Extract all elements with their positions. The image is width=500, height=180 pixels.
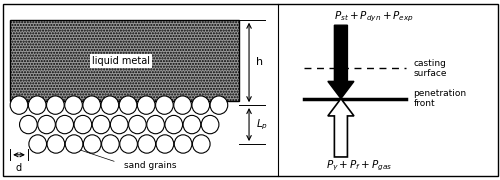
Text: $P_{\gamma} + P_f + P_{gas}$: $P_{\gamma} + P_f + P_{gas}$ (326, 158, 392, 173)
Text: d: d (16, 163, 22, 173)
Circle shape (29, 135, 46, 153)
Text: casting
surface: casting surface (414, 59, 447, 78)
Circle shape (192, 96, 210, 114)
Circle shape (20, 115, 37, 134)
Circle shape (147, 115, 164, 134)
Circle shape (119, 96, 137, 114)
Text: $P_{st} + P_{dyn} + P_{exp}$: $P_{st} + P_{dyn} + P_{exp}$ (334, 9, 413, 24)
FancyArrow shape (328, 99, 354, 157)
Circle shape (74, 115, 92, 134)
Circle shape (174, 135, 192, 153)
Bar (10, 20, 238, 101)
Circle shape (138, 96, 155, 114)
Circle shape (192, 135, 210, 153)
Circle shape (47, 135, 64, 153)
Circle shape (102, 135, 119, 153)
Circle shape (56, 115, 74, 134)
Circle shape (110, 115, 128, 134)
Circle shape (138, 135, 156, 153)
Text: $L_p$: $L_p$ (256, 117, 268, 132)
Circle shape (210, 96, 228, 114)
Circle shape (101, 96, 118, 114)
Text: h: h (256, 57, 264, 68)
Text: sand grains: sand grains (124, 161, 176, 170)
Circle shape (38, 115, 56, 134)
Circle shape (156, 135, 174, 153)
Text: penetration
front: penetration front (414, 89, 467, 108)
Circle shape (92, 115, 110, 134)
Circle shape (165, 115, 182, 134)
Circle shape (83, 96, 100, 114)
Circle shape (64, 96, 82, 114)
Circle shape (174, 96, 192, 114)
Circle shape (156, 96, 173, 114)
Circle shape (10, 96, 28, 114)
Circle shape (65, 135, 83, 153)
Circle shape (46, 96, 64, 114)
Circle shape (28, 96, 46, 114)
Circle shape (202, 115, 219, 134)
Circle shape (84, 135, 101, 153)
Text: liquid metal: liquid metal (92, 56, 150, 66)
FancyArrow shape (328, 25, 354, 99)
Circle shape (128, 115, 146, 134)
Circle shape (183, 115, 201, 134)
Circle shape (120, 135, 138, 153)
